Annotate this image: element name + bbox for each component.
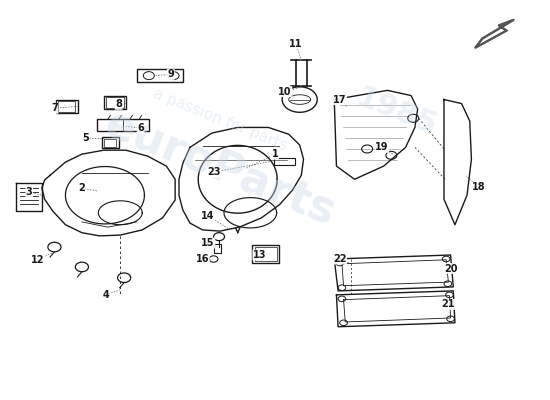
Bar [252, 245, 279, 262]
Text: 1985: 1985 [351, 83, 441, 142]
Text: 10: 10 [278, 86, 292, 96]
Text: 3: 3 [26, 187, 32, 197]
Bar [102, 137, 119, 148]
Text: 9: 9 [167, 70, 174, 80]
Text: 23: 23 [207, 167, 221, 177]
Bar [58, 101, 75, 112]
Bar [213, 244, 221, 253]
Bar [56, 100, 78, 113]
Polygon shape [475, 20, 514, 48]
Text: 2: 2 [79, 183, 85, 193]
Bar [104, 96, 126, 109]
Text: 18: 18 [472, 182, 486, 192]
Text: 21: 21 [441, 300, 454, 310]
Bar [274, 158, 295, 165]
Text: 20: 20 [444, 264, 457, 274]
Text: euroParts: euroParts [98, 102, 342, 234]
Bar [104, 139, 117, 146]
Text: 14: 14 [201, 211, 215, 221]
Bar [137, 69, 183, 82]
Bar [97, 120, 149, 132]
Text: 1: 1 [272, 149, 278, 159]
Text: 11: 11 [289, 39, 302, 49]
Bar [255, 247, 277, 260]
Text: 19: 19 [375, 142, 389, 152]
Text: 6: 6 [137, 123, 144, 133]
Text: 22: 22 [333, 254, 346, 264]
Text: 13: 13 [253, 250, 266, 260]
Text: a passion for parts: a passion for parts [151, 86, 289, 154]
Text: 17: 17 [333, 94, 346, 104]
Text: 5: 5 [82, 133, 89, 143]
Text: 7: 7 [51, 103, 58, 113]
Text: 12: 12 [31, 255, 45, 265]
Text: 4: 4 [103, 290, 109, 300]
Text: 15: 15 [201, 238, 215, 248]
Bar [106, 97, 124, 108]
Text: 16: 16 [196, 254, 210, 264]
Text: 8: 8 [115, 99, 122, 109]
